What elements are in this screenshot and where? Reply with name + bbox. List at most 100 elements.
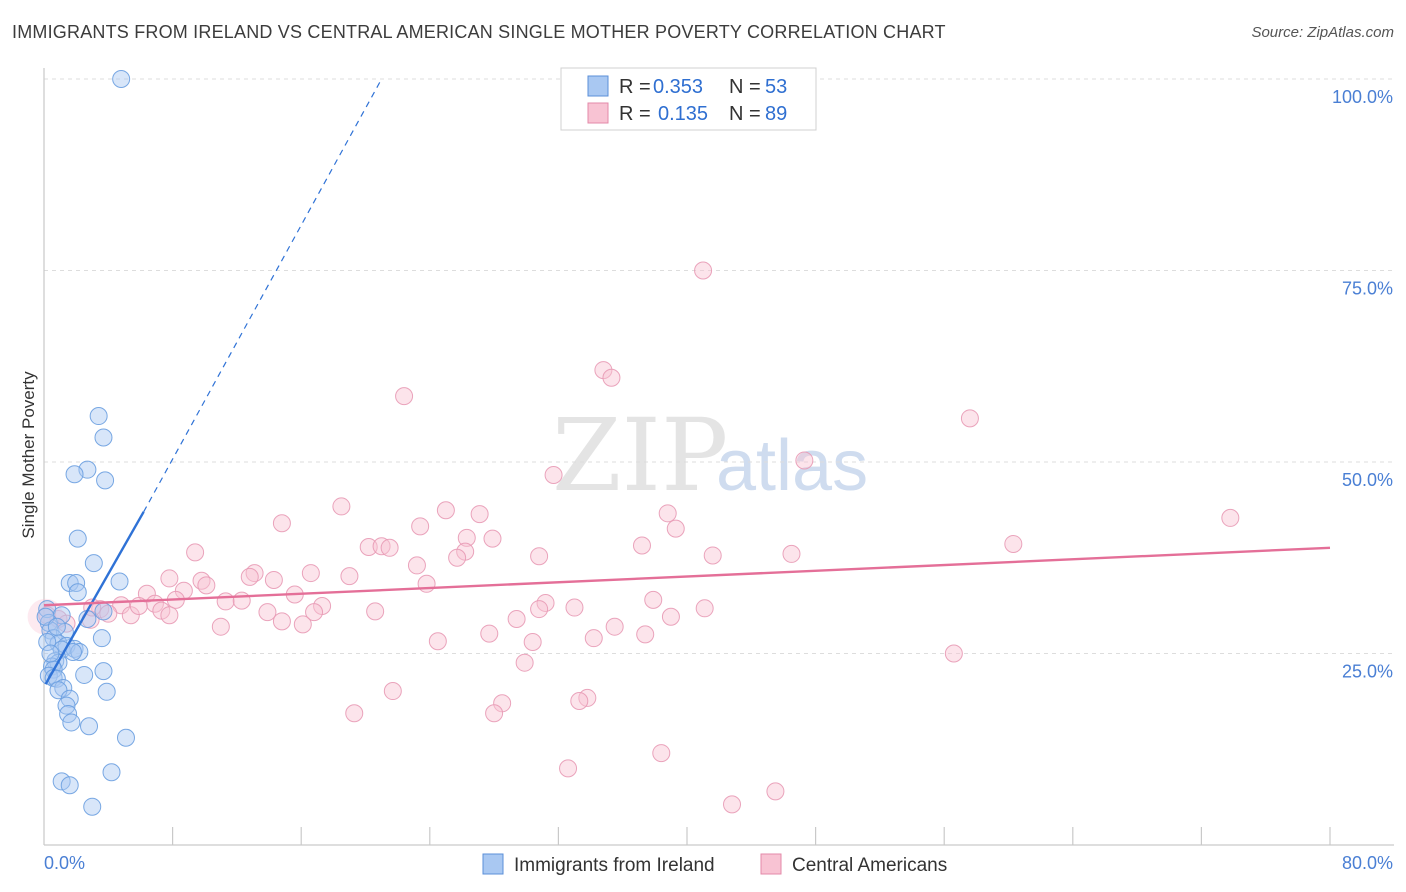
central-americans-point (272, 514, 291, 533)
central-americans-point (570, 691, 589, 710)
central-americans-points (27, 261, 1240, 814)
central-americans-point (523, 633, 542, 652)
legend-n-label: N = (729, 76, 761, 98)
central-americans-point (366, 602, 385, 621)
source-label: Source: ZipAtlas.com (1251, 24, 1394, 41)
central-americans-point (507, 610, 526, 629)
central-americans-point (1004, 534, 1023, 553)
chart-title: IMMIGRANTS FROM IRELAND VS CENTRAL AMERI… (12, 22, 946, 42)
central-americans-point (565, 598, 584, 617)
central-americans-point (340, 567, 359, 586)
central-americans-point (345, 704, 364, 723)
ireland-point (110, 572, 129, 591)
central-americans-point (293, 615, 312, 634)
central-americans-point (99, 604, 118, 623)
central-americans-point (380, 538, 399, 557)
ireland-point (112, 70, 131, 88)
legend-n-value-ireland: 53 (765, 76, 787, 98)
ireland-point (67, 574, 86, 593)
central-americans-point (960, 409, 979, 428)
ireland-point (68, 583, 87, 602)
central-americans-point (272, 612, 291, 631)
central-americans-point (515, 653, 534, 672)
central-americans-point (383, 682, 402, 701)
central-americans-point (417, 574, 436, 593)
central-americans-point (483, 529, 502, 548)
central-americans-point (694, 261, 713, 280)
central-americans-point (160, 569, 179, 588)
ireland-point (36, 607, 55, 626)
central-americans-point (186, 543, 205, 562)
y-tick-label: 75.0% (1342, 279, 1393, 299)
ireland-point (41, 644, 60, 663)
central-americans-point (436, 501, 455, 520)
ireland-point (102, 763, 121, 782)
legend-bottom-label-ireland: Immigrants from Ireland (514, 855, 715, 876)
central-americans-point (530, 600, 549, 619)
central-americans-point (658, 504, 677, 523)
legend-r-label: R = (619, 76, 651, 98)
y-tick-label: 100.0% (1332, 87, 1393, 107)
ireland-point (92, 629, 111, 648)
central-americans-point (457, 528, 476, 547)
central-americans-point (305, 603, 324, 622)
central-americans-point (782, 544, 801, 563)
legend-row-central-americans: R = 0.135 N = 89 (619, 103, 787, 125)
central-americans-point (559, 759, 578, 778)
central-americans-point (480, 624, 499, 643)
ireland-point (94, 602, 113, 621)
central-americans-point (216, 592, 235, 611)
ireland-point (97, 682, 116, 701)
x-axis-ticks (172, 827, 1331, 845)
ireland-point (94, 662, 113, 681)
ireland-point (116, 728, 135, 747)
ireland-point (65, 465, 84, 484)
watermark-zip: ZIP (552, 397, 728, 514)
ireland-point (70, 642, 89, 661)
ireland-point (83, 797, 102, 816)
ireland-point (62, 713, 81, 732)
central-americans-point (470, 505, 489, 524)
central-americans-point (644, 590, 663, 609)
y-tick-label: 50.0% (1342, 470, 1393, 490)
central-americans-point (544, 466, 563, 485)
x-tick-label-max: 80.0% (1342, 853, 1393, 873)
trend-lines (43, 78, 1331, 685)
central-americans-point (240, 567, 259, 586)
central-americans-point (485, 704, 504, 723)
central-americans-point (301, 564, 320, 583)
ireland-point (89, 407, 108, 426)
legend-row-ireland: R = 0.353 N = 53 (619, 76, 787, 98)
central-americans-point (703, 546, 722, 565)
gridlines (44, 78, 1394, 654)
ireland-trend-line (44, 511, 145, 685)
central-americans-point (661, 607, 680, 626)
legend-r-value-ireland: 0.353 (653, 76, 703, 98)
ireland-point (54, 678, 73, 697)
central-americans-point (395, 387, 414, 406)
central-americans-point (448, 548, 467, 567)
central-americans-point (584, 629, 603, 648)
central-americans-point (632, 536, 651, 555)
legend-swatch-central-americans (587, 102, 609, 124)
ireland-point (96, 471, 115, 490)
ireland-point (75, 665, 94, 684)
central-americans-cluster (27, 598, 64, 635)
ireland-point (68, 529, 87, 548)
legend-bottom: Immigrants from Ireland Central American… (482, 853, 947, 876)
legend-swatch-ireland (587, 75, 609, 97)
legend-bottom-swatch-central-americans (760, 853, 782, 875)
ireland-trend-extrapolation (143, 78, 383, 513)
central-americans-point (428, 632, 447, 651)
legend-r-label: R = (619, 103, 651, 125)
ireland-points (36, 70, 135, 816)
y-tick-labels: 25.0% 50.0% 75.0% 100.0% (1332, 87, 1393, 682)
central-americans-point (944, 644, 963, 663)
central-americans-point (766, 782, 785, 801)
legend-bottom-label-central-americans: Central Americans (792, 855, 947, 876)
y-axis-label: Single Mother Poverty (19, 371, 38, 539)
ireland-point (84, 554, 103, 573)
watermark-atlas: atlas (716, 426, 868, 506)
central-americans-point (652, 744, 671, 763)
central-americans-point (197, 576, 216, 595)
